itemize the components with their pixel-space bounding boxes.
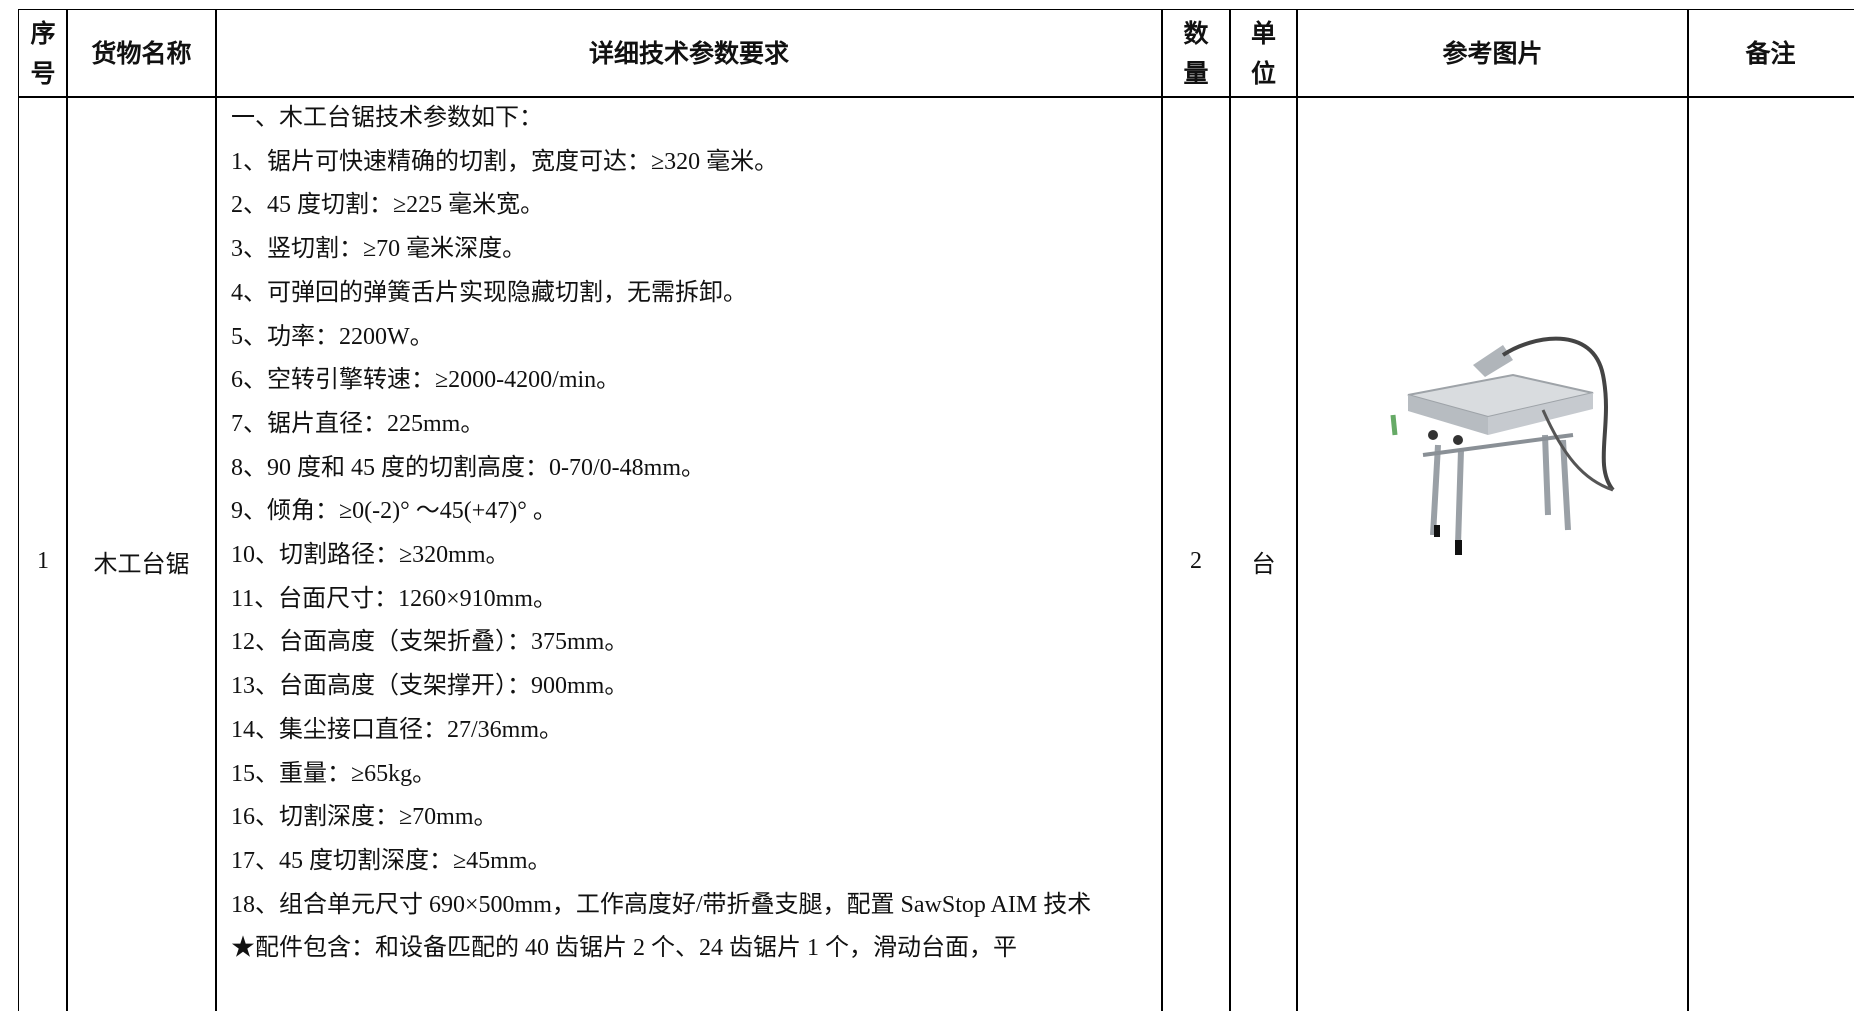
remark-cell xyxy=(1687,96,1854,1011)
spec-line: 17、45 度切割深度：≥45mm。 xyxy=(231,847,552,874)
spec-line: 9、倾角：≥0(-2)° ～45(+47)° 。 xyxy=(231,498,557,525)
spec-line: 1、锯片可快速精确的切割，宽度可达：≥320 毫米。 xyxy=(231,148,779,175)
spec-line: 7、锯片直径：225mm。 xyxy=(231,410,485,437)
quantity-cell: 2 xyxy=(1161,96,1231,1011)
spec-line: 3、竖切割：≥70 毫米深度。 xyxy=(231,236,527,263)
header-cell: 详细技术参数要求 xyxy=(215,9,1163,98)
name-cell: 木工台锯 xyxy=(66,96,217,1011)
spec-line: 10、切割路径：≥320mm。 xyxy=(231,542,510,569)
spec-line: 5、功率：2200W。 xyxy=(231,323,434,350)
spec-line: 4、可弹回的弹簧舌片实现隐藏切割，无需拆卸。 xyxy=(231,279,747,306)
spec-line: ★配件包含：和设备匹配的 40 齿锯片 2 个、24 齿锯片 1 个，滑动台面，… xyxy=(231,935,1017,962)
spec-line: 8、90 度和 45 度的切割高度：0-70/0-48mm。 xyxy=(231,454,705,481)
spec-line: 12、台面高度（支架折叠）：375mm。 xyxy=(231,629,629,656)
product-image xyxy=(1390,336,1615,555)
header-cell: 单位 xyxy=(1229,9,1298,98)
spec-line: 15、重量：≥65kg。 xyxy=(231,760,437,787)
header-cell: 参考图片 xyxy=(1296,9,1689,98)
spec-line: 13、台面高度（支架撑开）：900mm。 xyxy=(231,673,629,700)
index-cell: 1 xyxy=(18,96,68,1011)
header-cell: 货物名称 xyxy=(66,9,217,98)
header-cell: 数量 xyxy=(1161,9,1231,98)
header-cell: 备注 xyxy=(1687,9,1854,98)
spec-line: 6、空转引擎转速：≥2000-4200/min。 xyxy=(231,367,621,394)
spec-line: 14、集尘接口直径：27/36mm。 xyxy=(231,716,564,743)
spec-line: 16、切割深度：≥70mm。 xyxy=(231,804,498,831)
spec-line: 11、台面尺寸：1260×910mm。 xyxy=(231,585,557,612)
image-cell xyxy=(1296,96,1689,1011)
header-cell: 序号 xyxy=(18,9,68,98)
unit-cell: 台 xyxy=(1229,96,1298,1011)
spec-line: 一、木工台锯技术参数如下： xyxy=(231,105,543,131)
detail-cell: 一、木工台锯技术参数如下： 1、锯片可快速精确的切割，宽度可达：≥320 毫米。 2… xyxy=(215,96,1163,1011)
spec-line: 2、45 度切割：≥225 毫米宽。 xyxy=(231,192,545,219)
spec-line: 18、组合单元尺寸 690×500mm，工作高度好/带折叠支腿，配置 SawSt… xyxy=(231,891,1092,918)
